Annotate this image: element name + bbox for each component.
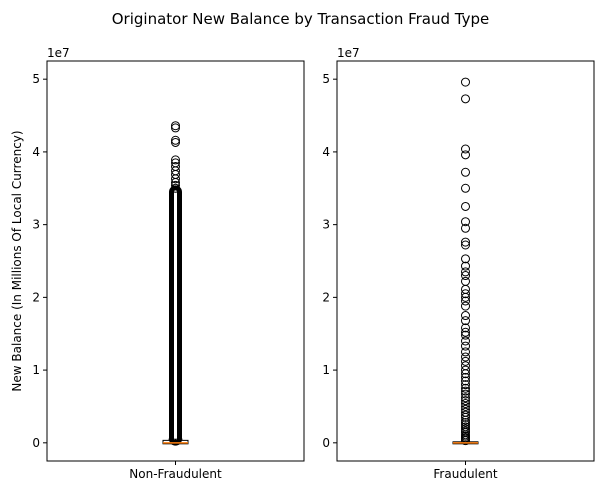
outlier-point: [461, 389, 470, 399]
outlier-point: [461, 424, 470, 434]
outlier-point: [461, 417, 470, 427]
outlier-point: [461, 276, 470, 286]
outlier-point: [461, 261, 470, 271]
outlier-point: [461, 311, 470, 321]
outlier-point: [461, 301, 470, 311]
outlier-point: [461, 347, 470, 357]
y-tick-label: 5: [32, 72, 40, 86]
plot-area: [336, 60, 595, 462]
outlier-point: [171, 183, 180, 193]
panel-fraudulent: 1e7 Fraudulent 0 1 2 3 4 5: [322, 46, 595, 481]
outlier-point: [461, 289, 470, 299]
outlier-point: [461, 237, 470, 247]
y-tick-label: 0: [322, 436, 330, 450]
outlier-point: [461, 386, 470, 396]
outlier-point: [461, 94, 470, 104]
outlier-point: [461, 183, 470, 193]
outlier-point: [461, 144, 470, 154]
outlier-point: [461, 383, 470, 393]
outlier-point: [461, 223, 470, 233]
outlier-point: [461, 292, 470, 302]
box-marks: [162, 121, 189, 446]
outlier-point: [461, 323, 470, 333]
outlier-point: [461, 267, 470, 277]
outlier-point: [461, 240, 470, 250]
y-offset-label: 1e7: [337, 46, 360, 60]
plot-area: [46, 60, 305, 462]
outlier-point: [461, 393, 470, 403]
y-tick-label: 5: [322, 72, 330, 86]
x-tick-label: Fraudulent: [433, 467, 497, 481]
outlier-point: [461, 150, 470, 160]
outlier-point: [171, 121, 180, 131]
outlier-point: [461, 372, 470, 382]
box-marks: [452, 77, 479, 446]
outlier-point: [461, 396, 470, 406]
outlier-point: [461, 376, 470, 386]
outlier-point: [461, 356, 470, 366]
outlier-point: [461, 254, 470, 264]
outlier-point: [461, 415, 470, 425]
y-tick-label: 4: [32, 145, 40, 159]
outlier-point: [171, 177, 180, 187]
outlier-point: [171, 123, 180, 133]
outlier-point: [461, 77, 470, 87]
outlier-point: [461, 369, 470, 379]
outlier-point: [461, 327, 470, 337]
outlier-point: [171, 180, 180, 190]
outlier-point: [171, 137, 180, 147]
outlier-point: [461, 330, 470, 340]
y-tick-label: 3: [322, 218, 330, 232]
outlier-point: [461, 341, 470, 351]
outlier-point: [171, 174, 180, 184]
outlier-point: [461, 296, 470, 306]
y-tick-label: 1: [322, 363, 330, 377]
y-ticks: 0 1 2 3 4 5: [32, 72, 176, 465]
y-tick-label: 1: [32, 363, 40, 377]
outlier-point: [461, 410, 470, 420]
outlier-band: [169, 185, 182, 446]
outlier-point: [461, 412, 470, 422]
panel-non-fraudulent: 1e7 New Balance (In Millions Of Local Cu…: [10, 46, 305, 481]
y-axis-label: New Balance (In Millions Of Local Curren…: [10, 130, 24, 391]
outlier-point: [461, 365, 470, 375]
outlier-point: [171, 155, 180, 165]
outlier-point: [461, 380, 470, 390]
y-tick-label: 2: [322, 290, 330, 304]
outlier-point: [461, 401, 470, 411]
y-offset-label: 1e7: [47, 46, 70, 60]
y-tick-label: 2: [32, 290, 40, 304]
outlier-point: [461, 436, 470, 446]
outlier-point: [461, 201, 470, 211]
y-tick-label: 4: [322, 145, 330, 159]
outlier-point: [461, 316, 470, 326]
outlier-point: [171, 135, 180, 145]
x-tick-label: Non-Fraudulent: [129, 467, 222, 481]
chart-title: Originator New Balance by Transaction Fr…: [112, 10, 490, 28]
outlier-point: [461, 352, 470, 362]
outlier-point: [461, 399, 470, 409]
outlier-point: [461, 271, 470, 281]
y-tick-label: 0: [32, 436, 40, 450]
outlier-point: [461, 217, 470, 227]
y-ticks: 0 1 2 3 4 5: [322, 72, 466, 465]
outlier-point: [461, 167, 470, 177]
y-tick-label: 3: [32, 218, 40, 232]
outlier-point: [461, 336, 470, 346]
